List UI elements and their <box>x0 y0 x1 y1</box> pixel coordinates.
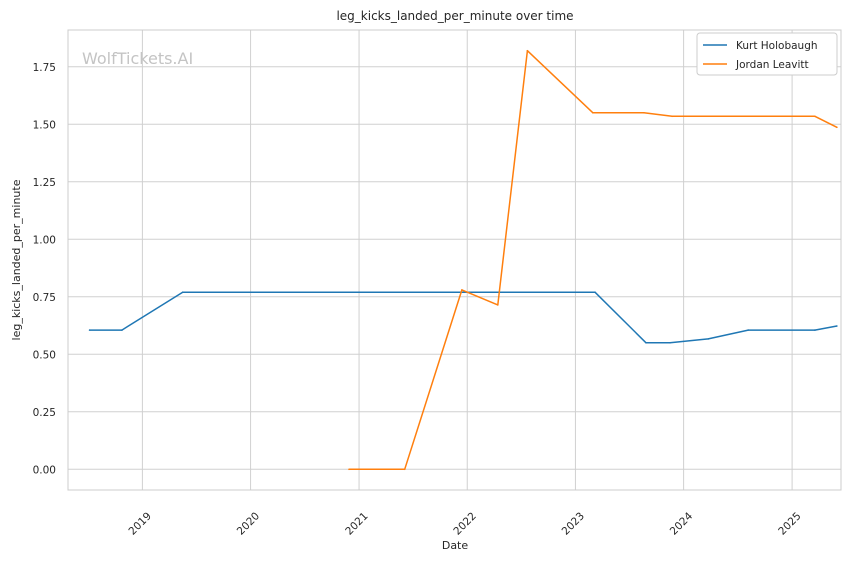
chart-title: leg_kicks_landed_per_minute over time <box>336 9 573 23</box>
plot-frame <box>67 29 842 491</box>
x-tick-label: 2023 <box>560 510 587 537</box>
y-tick-label: 0.00 <box>33 464 56 476</box>
legend-box <box>696 32 838 76</box>
data-point <box>121 329 123 331</box>
data-point <box>814 115 816 118</box>
x-tick-label: 2022 <box>451 510 478 537</box>
data-point <box>594 291 596 294</box>
y-tick-label: 1.00 <box>33 234 56 246</box>
y-tick-label: 1.25 <box>33 177 56 189</box>
series-line-0 <box>89 291 838 344</box>
data-point <box>671 115 673 118</box>
data-point <box>836 325 838 327</box>
y-tick-label: 1.75 <box>33 62 56 74</box>
data-point <box>497 304 499 306</box>
series-line-1 <box>349 49 838 471</box>
data-point <box>181 291 184 294</box>
data-point <box>461 289 463 291</box>
data-point <box>526 49 529 52</box>
y-tick-label: 0.25 <box>33 407 56 419</box>
data-point <box>836 126 838 129</box>
data-point <box>403 468 406 471</box>
data-point <box>669 342 671 344</box>
data-point <box>747 329 749 331</box>
data-point <box>88 329 91 331</box>
data-point <box>645 342 647 344</box>
y-tick-label: 1.50 <box>33 119 56 131</box>
y-tick-label: 0.50 <box>33 349 56 361</box>
watermark: WolfTickets.AI <box>82 49 193 68</box>
x-tick-label: 2024 <box>668 510 696 538</box>
y-tick-label: 0.75 <box>33 292 56 304</box>
data-point <box>814 329 816 331</box>
data-point <box>643 112 645 114</box>
y-axis-label: leg_kicks_landed_per_minute <box>10 179 23 340</box>
x-tick-label: 2025 <box>776 510 803 537</box>
data-point <box>348 468 350 471</box>
data-point <box>592 112 594 114</box>
axis-ticks: 0.00 0.25 0.50 0.75 1.00 1.25 1.50 1.75 2019 2020… <box>33 62 804 538</box>
x-tick-label: 2020 <box>235 510 262 537</box>
legend: Kurt Holobaugh Jordan Leavitt <box>696 32 838 76</box>
data-point <box>707 338 709 340</box>
legend-label: Jordan Leavitt <box>735 59 809 71</box>
legend-label: Kurt Holobaugh <box>736 40 818 52</box>
grid-lines <box>68 30 841 490</box>
x-tick-label: 2021 <box>343 510 370 537</box>
x-axis-label: Date <box>442 539 469 552</box>
series-lines <box>88 49 838 471</box>
x-tick-label: 2019 <box>127 510 154 537</box>
